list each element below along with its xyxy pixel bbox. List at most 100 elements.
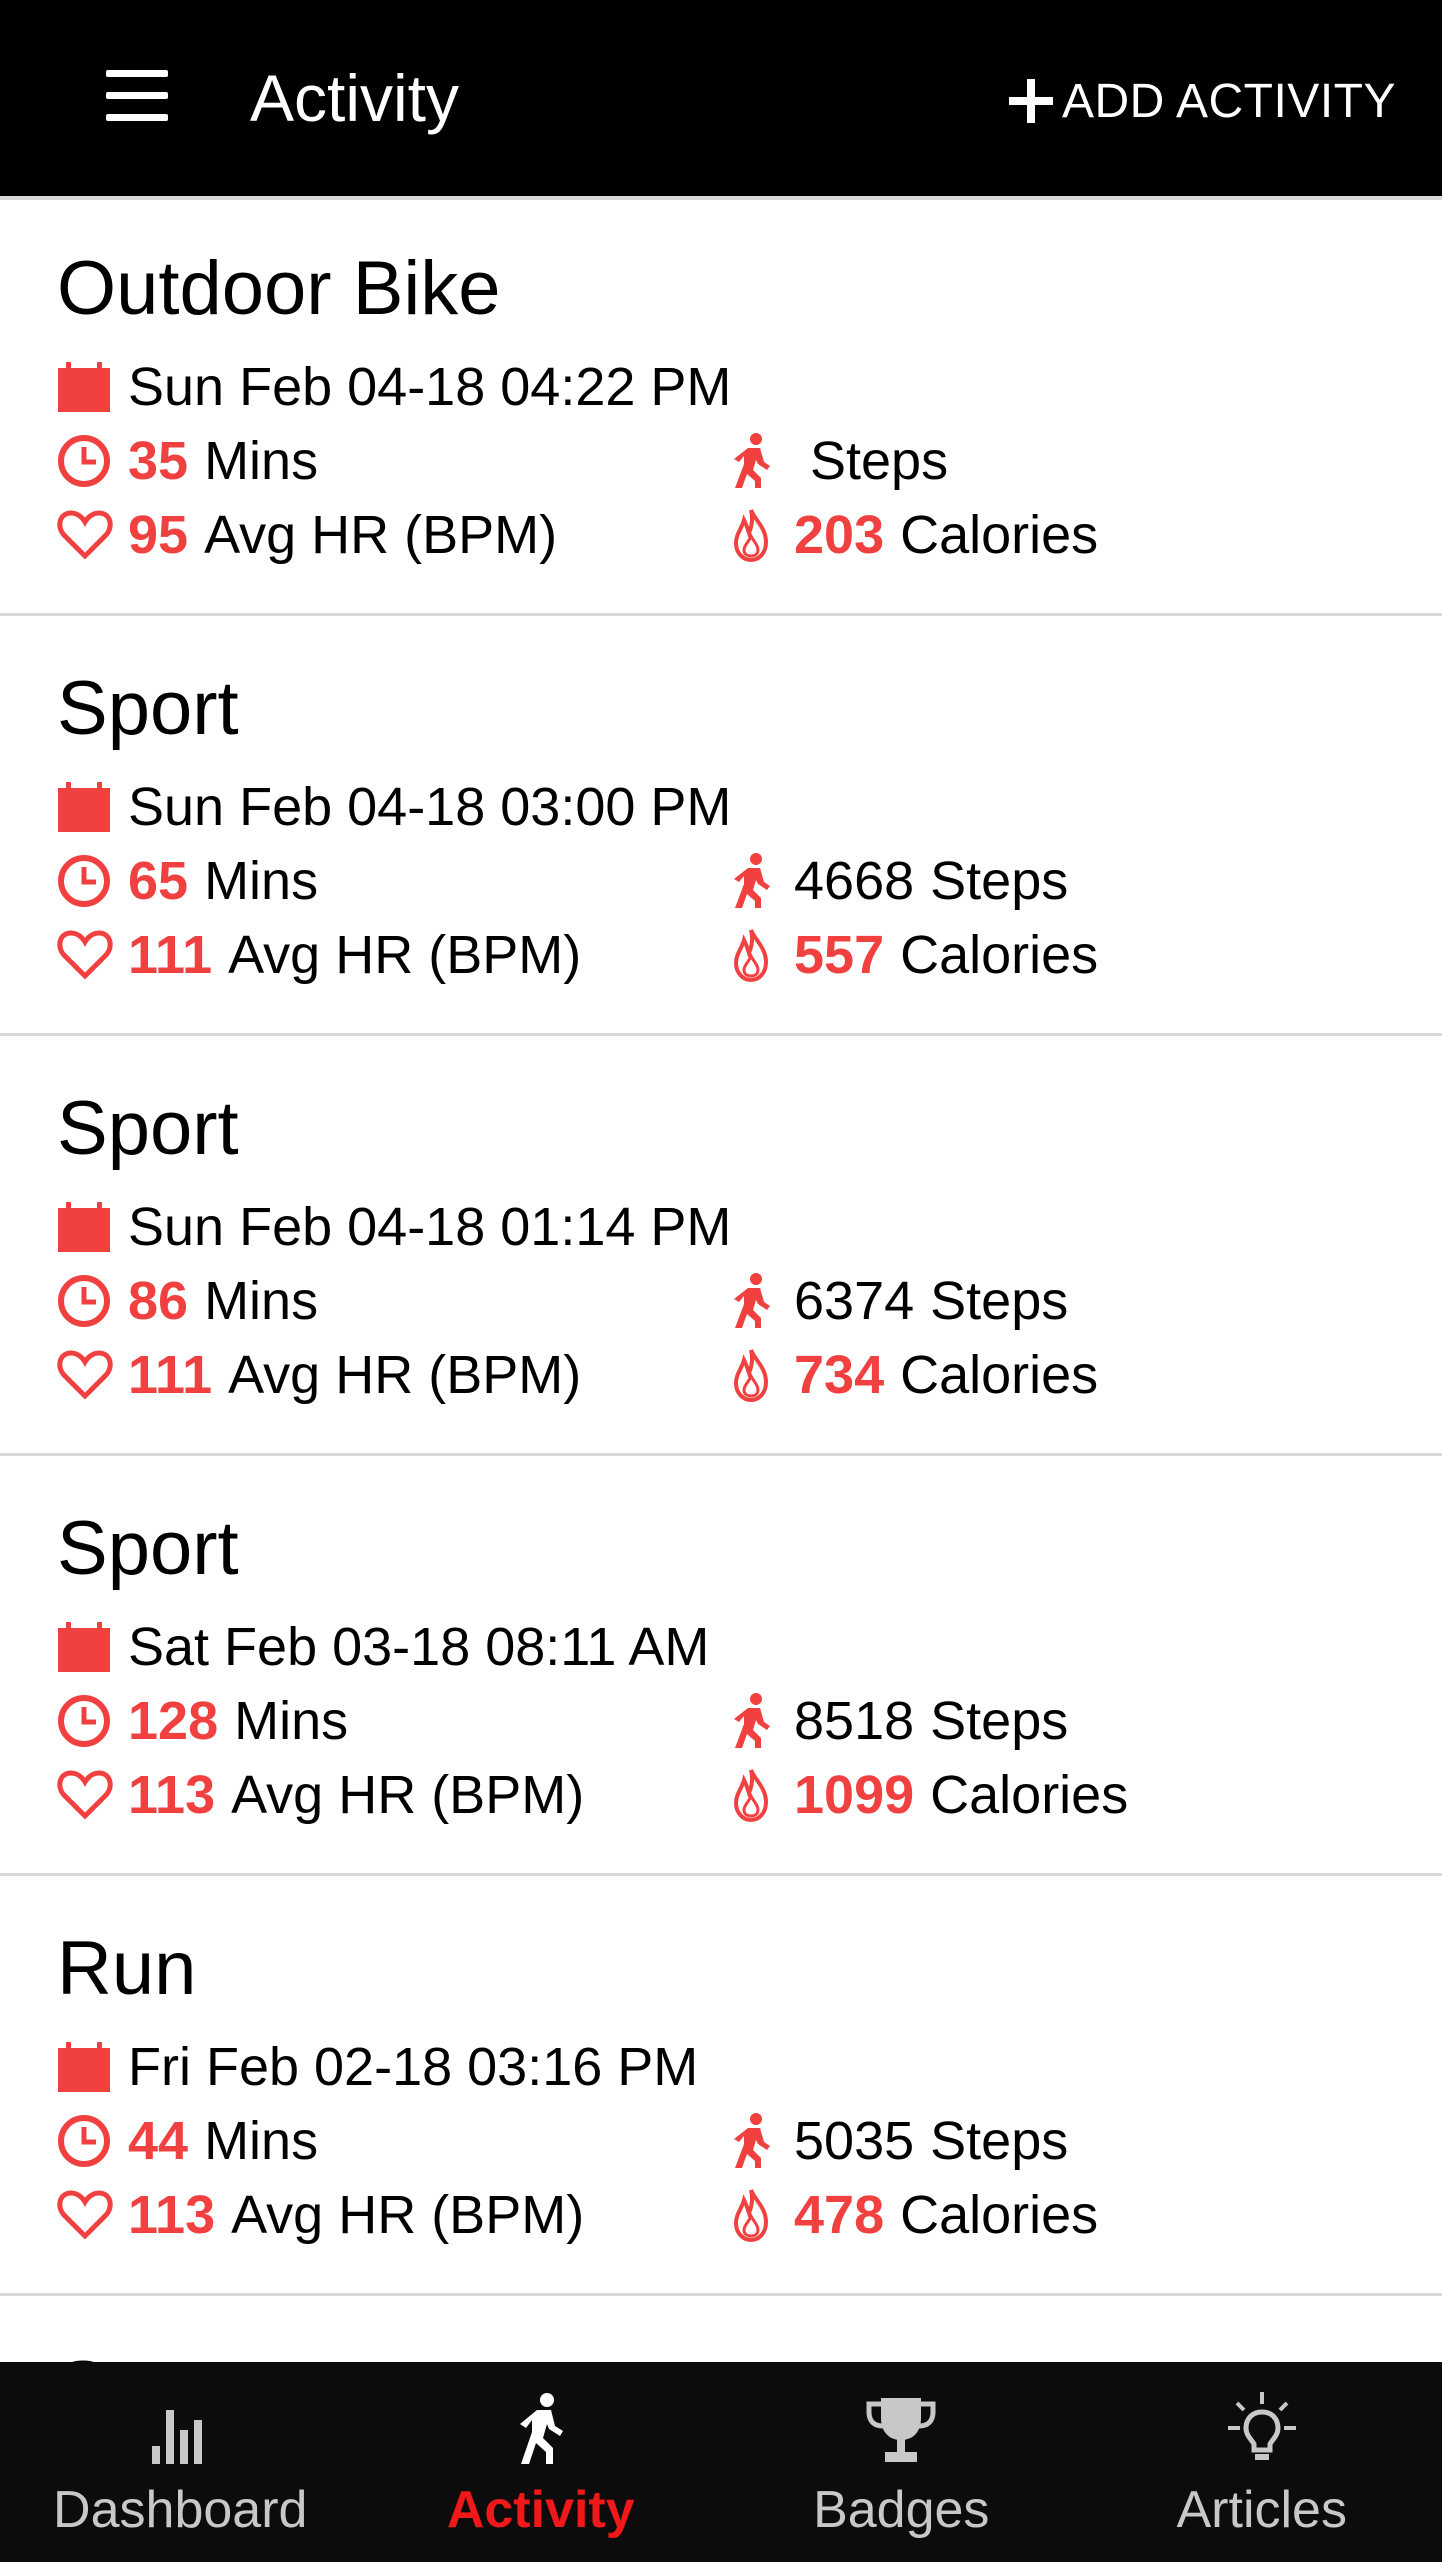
heart-rate-row: 111 Avg HR (BPM) — [56, 1342, 581, 1408]
steps-label: Steps — [930, 1691, 1069, 1751]
activity-card[interactable]: Sport Sun Feb 04-18 01:14 PM 86 Mins 111… — [0, 1036, 1442, 1456]
tab-badges[interactable]: Badges — [721, 2362, 1082, 2562]
clock-icon — [58, 1695, 110, 1747]
heart-icon — [57, 2190, 113, 2240]
activity-date: Sun Feb 04-18 03:00 PM — [128, 777, 732, 837]
flame-icon — [733, 1769, 769, 1823]
calories-label: Calories — [900, 505, 1099, 565]
calories-row: 557 Calories — [722, 922, 1098, 988]
activity-title: Sport — [57, 2344, 239, 2362]
activity-card[interactable]: Sport Sat Feb 03-18 08:11 AM 128 Mins 11… — [0, 1456, 1442, 1876]
flame-icon — [733, 1349, 769, 1403]
activity-card[interactable]: Sport — [0, 2296, 1442, 2362]
heart-rate-row: 111 Avg HR (BPM) — [56, 922, 581, 988]
steps-value: 4668 — [794, 851, 915, 911]
calendar-icon — [58, 1202, 110, 1252]
activity-date: Fri Feb 02-18 03:16 PM — [128, 2037, 699, 2097]
activity-date: Sun Feb 04-18 04:22 PM — [128, 357, 732, 417]
heart-rate-row: 95 Avg HR (BPM) — [56, 502, 557, 568]
duration-label: Mins — [204, 2111, 319, 2171]
activity-date-row: Fri Feb 02-18 03:16 PM — [56, 2034, 698, 2100]
flame-icon — [733, 929, 769, 983]
calories-label: Calories — [930, 1765, 1129, 1825]
steps-row: 4668 Steps — [722, 848, 1068, 914]
steps-value: 8518 — [794, 1691, 915, 1751]
heart-rate-label: Avg HR (BPM) — [231, 2185, 585, 2245]
top-app-bar: Activity ADD ACTIVITY — [0, 0, 1442, 196]
duration-value: 35 — [128, 431, 189, 491]
heart-rate-value: 95 — [128, 505, 189, 565]
calories-row: 203 Calories — [722, 502, 1098, 568]
divider — [0, 196, 1442, 200]
heart-icon — [57, 930, 113, 980]
heart-icon — [57, 510, 113, 560]
lightbulb-icon — [1227, 2392, 1296, 2460]
calories-row: 734 Calories — [722, 1342, 1098, 1408]
activity-card[interactable]: Sport Sun Feb 04-18 03:00 PM 65 Mins 111… — [0, 616, 1442, 1036]
walking-icon — [734, 1273, 770, 1328]
activity-card[interactable]: Outdoor Bike Sun Feb 04-18 04:22 PM 35 M… — [0, 196, 1442, 616]
steps-label: Steps — [930, 2111, 1069, 2171]
duration-value: 65 — [128, 851, 189, 911]
calories-value: 1099 — [794, 1765, 915, 1825]
flame-icon — [733, 509, 769, 563]
walking-icon — [734, 433, 770, 488]
activity-date: Sun Feb 04-18 01:14 PM — [128, 1197, 732, 1257]
calories-row: 1099 Calories — [722, 1762, 1128, 1828]
steps-row: Steps — [722, 428, 948, 494]
add-activity-button[interactable]: ADD ACTIVITY — [1004, 64, 1396, 138]
trophy-icon — [866, 2398, 936, 2462]
duration-value: 86 — [128, 1271, 189, 1331]
activity-card[interactable]: Run Fri Feb 02-18 03:16 PM 44 Mins 113 A… — [0, 1876, 1442, 2296]
tab-dashboard[interactable]: Dashboard — [0, 2362, 361, 2562]
heart-rate-value: 111 — [128, 1345, 213, 1405]
heart-rate-row: 113 Avg HR (BPM) — [56, 2182, 584, 2248]
duration-value: 128 — [128, 1691, 219, 1751]
heart-icon — [57, 1770, 113, 1820]
calendar-icon — [58, 1622, 110, 1672]
calendar-icon — [58, 782, 110, 832]
steps-row: 6374 Steps — [722, 1268, 1068, 1334]
calories-value: 203 — [794, 505, 885, 565]
steps-value: 5035 — [794, 2111, 915, 2171]
heart-rate-value: 113 — [128, 2185, 216, 2245]
activity-title: Sport — [57, 666, 239, 751]
steps-label: Steps — [930, 851, 1069, 911]
tab-articles[interactable]: Articles — [1082, 2362, 1442, 2562]
calendar-icon — [58, 2042, 110, 2092]
calories-label: Calories — [900, 1345, 1099, 1405]
calories-label: Calories — [900, 2185, 1099, 2245]
duration-label: Mins — [204, 431, 319, 491]
clock-icon — [58, 855, 110, 907]
duration-value: 44 — [128, 2111, 189, 2171]
activity-list[interactable]: Outdoor Bike Sun Feb 04-18 04:22 PM 35 M… — [0, 196, 1442, 2362]
steps-label: Steps — [930, 1271, 1069, 1331]
duration-row: 65 Mins — [56, 848, 318, 914]
duration-row: 44 Mins — [56, 2108, 318, 2174]
heart-rate-label: Avg HR (BPM) — [231, 1765, 585, 1825]
walking-icon — [734, 1693, 770, 1748]
activity-date-row: Sun Feb 04-18 01:14 PM — [56, 1194, 731, 1260]
calendar-icon — [58, 362, 110, 412]
walking-icon — [734, 853, 770, 908]
steps-label: Steps — [810, 431, 949, 491]
walking-icon — [734, 2113, 770, 2168]
bottom-navigation: Dashboard Activity Badges — [0, 2362, 1442, 2562]
duration-row: 128 Mins — [56, 1688, 348, 1754]
calories-value: 478 — [794, 2185, 885, 2245]
steps-row: 5035 Steps — [722, 2108, 1068, 2174]
duration-label: Mins — [204, 851, 319, 911]
activity-date-row: Sun Feb 04-18 04:22 PM — [56, 354, 731, 420]
tab-label: Articles — [1176, 2481, 1347, 2539]
heart-rate-value: 113 — [128, 1765, 216, 1825]
heart-rate-label: Avg HR (BPM) — [204, 505, 558, 565]
calories-row: 478 Calories — [722, 2182, 1098, 2248]
heart-rate-value: 111 — [128, 925, 213, 985]
bar-chart-icon — [152, 2410, 203, 2464]
add-activity-label: ADD ACTIVITY — [1061, 74, 1396, 128]
page-title: Activity — [250, 61, 460, 135]
tab-activity[interactable]: Activity — [361, 2362, 722, 2562]
menu-button[interactable] — [90, 58, 180, 138]
walking-icon — [519, 2393, 563, 2464]
